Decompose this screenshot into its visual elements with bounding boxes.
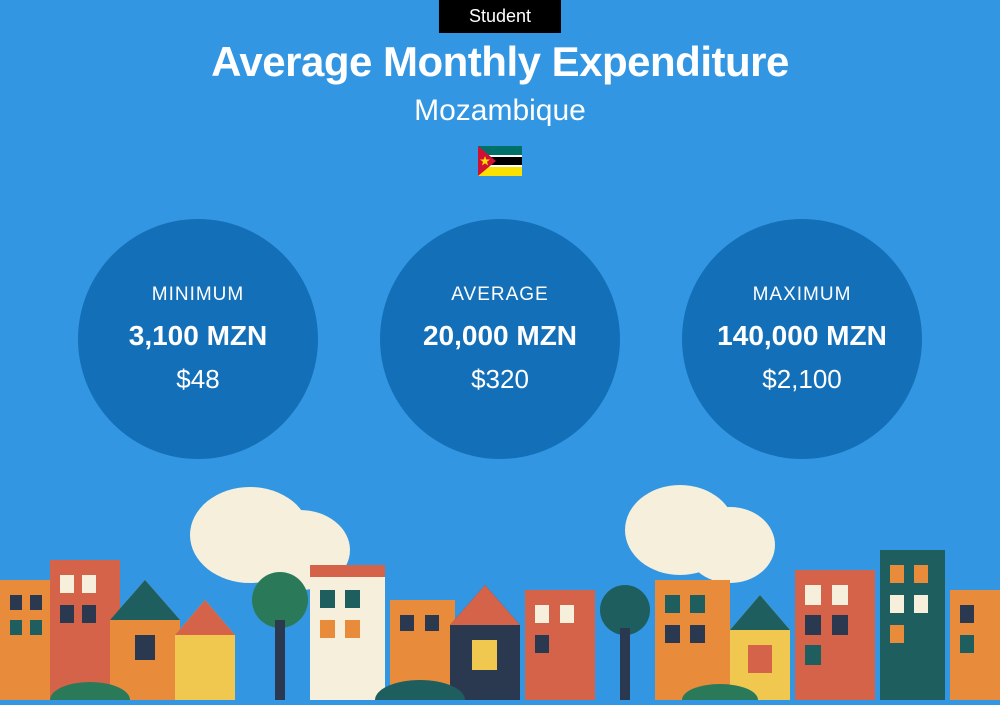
- stat-circle-maximum: MAXIMUM 140,000 MZN $2,100: [682, 219, 922, 459]
- country-name: Mozambique: [0, 94, 1000, 128]
- stat-label: MAXIMUM: [753, 284, 852, 306]
- stat-label: AVERAGE: [451, 284, 548, 306]
- category-badge: Student: [439, 0, 561, 33]
- stat-circle-minimum: MINIMUM 3,100 MZN $48: [78, 219, 318, 459]
- stat-circle-average: AVERAGE 20,000 MZN $320: [380, 219, 620, 459]
- stat-value: 140,000 MZN: [717, 320, 887, 352]
- stat-usd: $2,100: [762, 364, 842, 395]
- cityscape-illustration: [0, 480, 1000, 700]
- stats-container: MINIMUM 3,100 MZN $48 AVERAGE 20,000 MZN…: [0, 219, 1000, 459]
- page-title: Average Monthly Expenditure: [0, 38, 1000, 86]
- stat-usd: $48: [176, 364, 219, 395]
- stat-value: 3,100 MZN: [129, 320, 268, 352]
- mozambique-flag-icon: [478, 146, 522, 176]
- stat-value: 20,000 MZN: [423, 320, 577, 352]
- stat-label: MINIMUM: [152, 284, 244, 306]
- stat-usd: $320: [471, 364, 529, 395]
